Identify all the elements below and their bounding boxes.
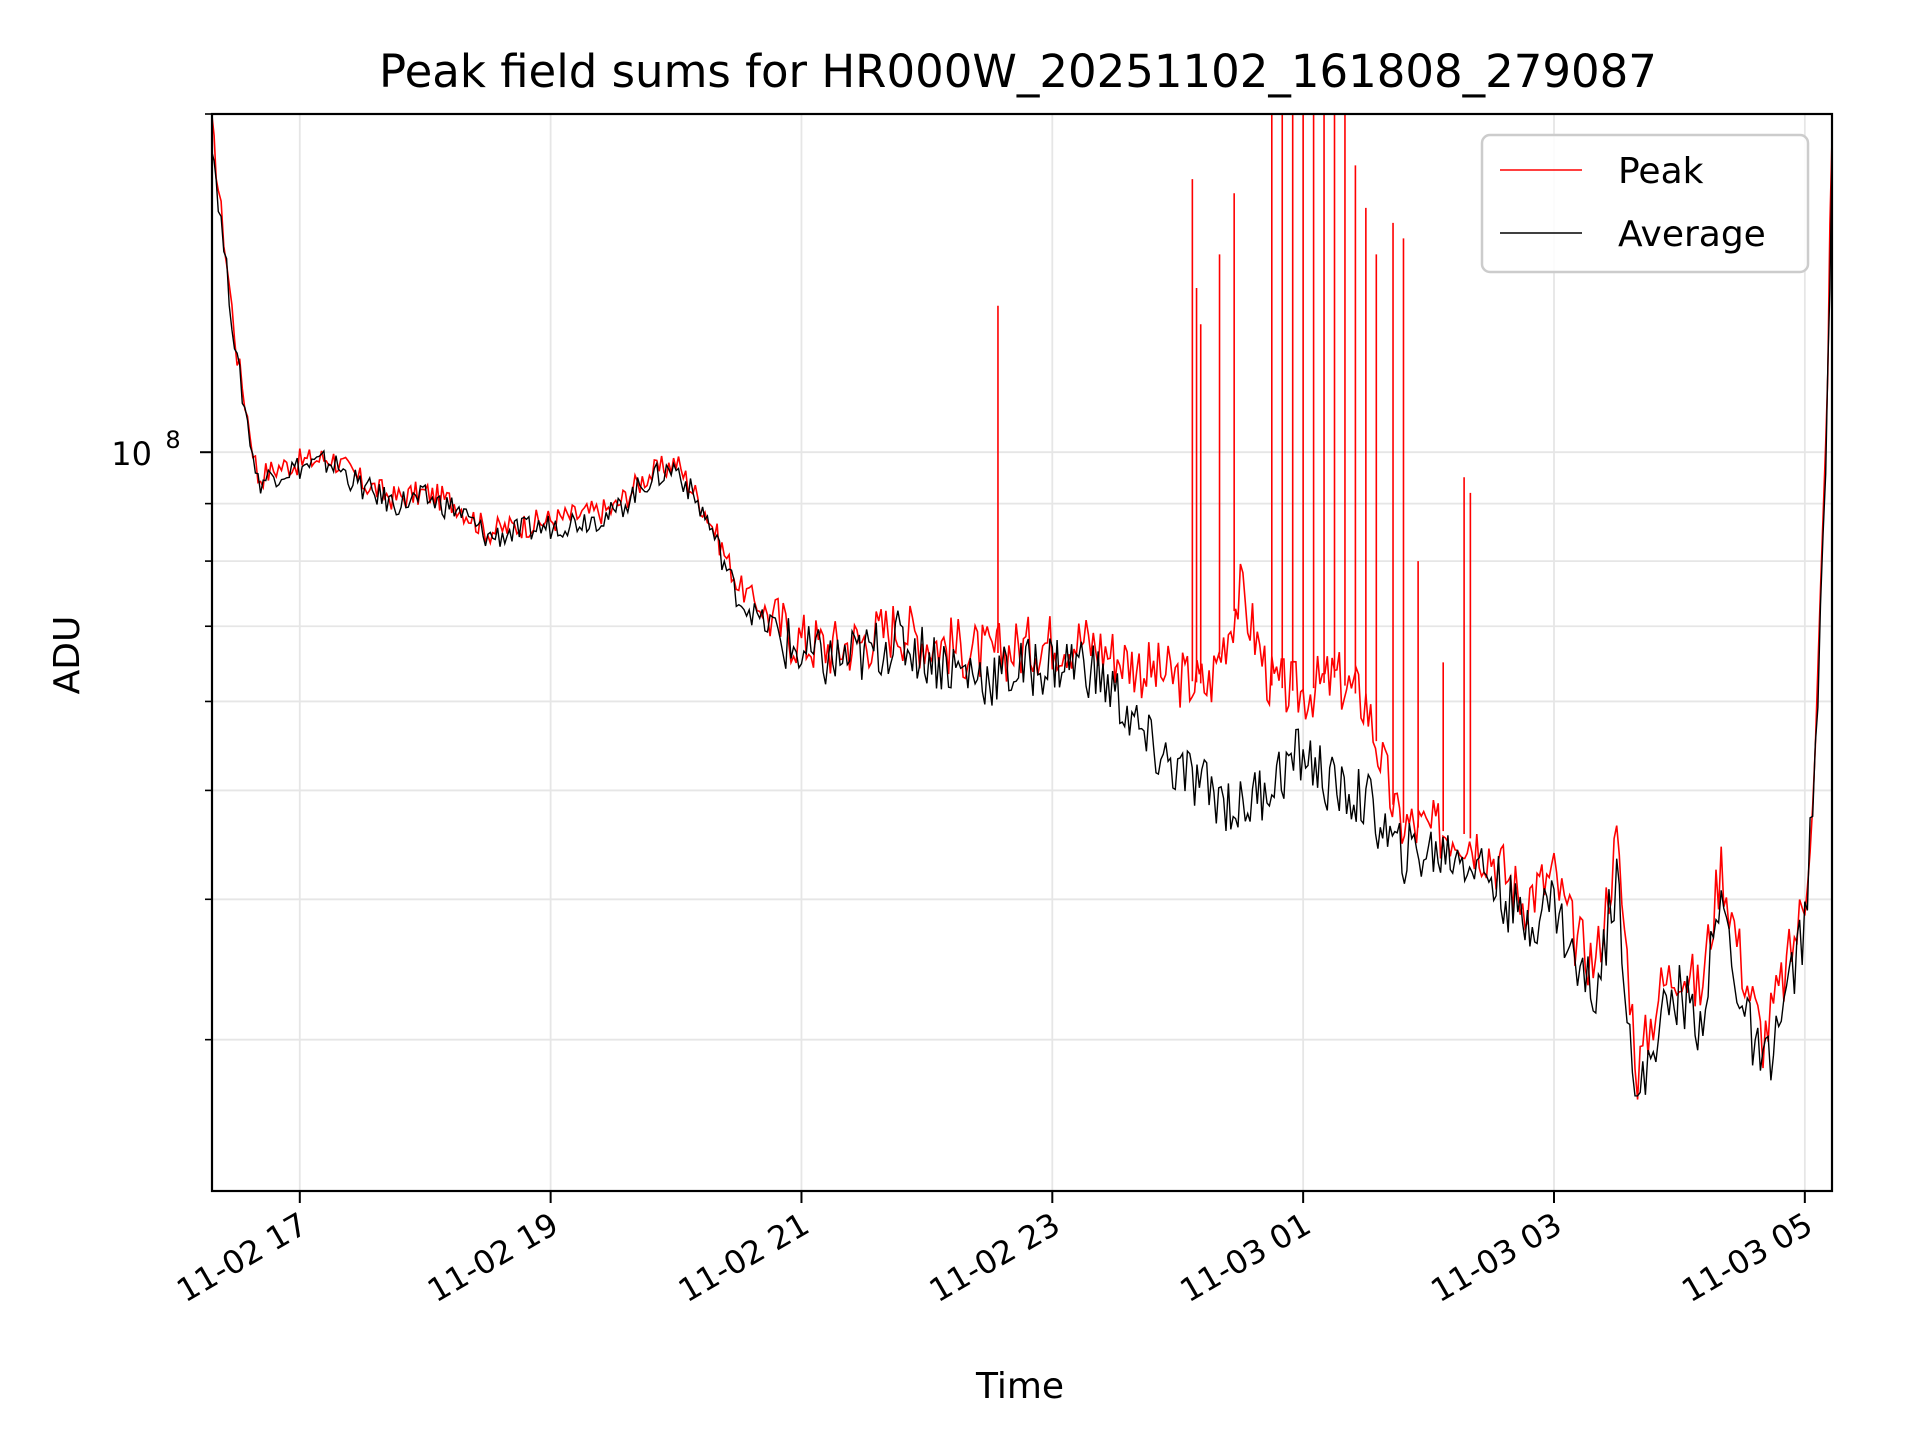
chart-title: Peak field sums for HR000W_20251102_1618… (379, 45, 1657, 98)
series-layer (212, 114, 1832, 1100)
plot-frame (210, 112, 1834, 1193)
y-axis-label: ADU (47, 616, 88, 695)
legend-average-label: Average (1618, 214, 1766, 255)
series-line-average (212, 151, 1832, 1097)
legend-peak-label: Peak (1618, 151, 1704, 192)
series-line-peak (212, 115, 1832, 1100)
legend: Peak Average (1480, 133, 1810, 274)
y-tick-label-exponent: 8 (165, 426, 180, 454)
x-axis-label: Time (975, 1366, 1064, 1407)
y-tick-label: 10 (111, 435, 152, 473)
